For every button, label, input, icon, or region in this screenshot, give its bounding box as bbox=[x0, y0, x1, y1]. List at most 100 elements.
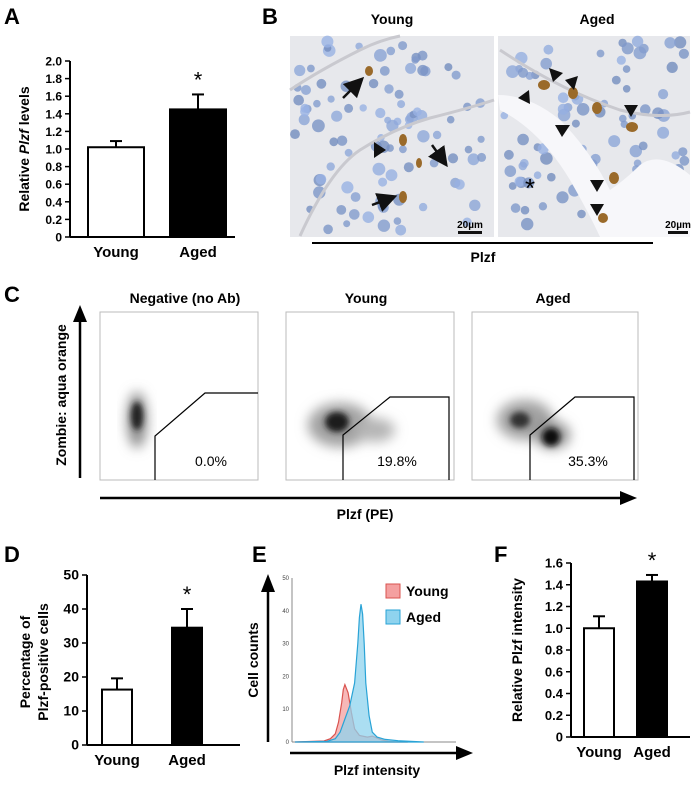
panel-e-xlabel: Plzf intensity bbox=[334, 762, 421, 778]
nucleus bbox=[386, 119, 399, 132]
category-label: Aged bbox=[633, 744, 671, 761]
y-tick-label: 0.8 bbox=[545, 643, 563, 658]
bar-young bbox=[101, 688, 133, 747]
nucleus bbox=[405, 62, 417, 74]
nucleus bbox=[517, 133, 529, 146]
flow-plot-title: Negative (no Ab) bbox=[130, 290, 241, 306]
arrowhead-icon bbox=[518, 90, 530, 104]
nucleus bbox=[477, 135, 485, 143]
nucleus bbox=[377, 219, 391, 232]
nucleus bbox=[556, 191, 569, 204]
nucleus bbox=[412, 107, 422, 117]
nucleus bbox=[557, 92, 569, 103]
flow-plot-aged: Aged 35.3% bbox=[471, 290, 639, 481]
micrograph-stain-label: Plzf bbox=[471, 249, 496, 265]
plzf-positive-cell bbox=[592, 102, 602, 114]
panel-letter-f: F bbox=[494, 542, 507, 567]
y-tick-label: 1.6 bbox=[45, 90, 62, 104]
nucleus bbox=[336, 205, 347, 215]
y-tick-label: 1.4 bbox=[45, 107, 62, 121]
nucleus bbox=[398, 41, 408, 51]
nucleus bbox=[506, 65, 519, 78]
significance-asterisk: * bbox=[183, 582, 192, 607]
flow-xaxis-label: Plzf (PE) bbox=[337, 506, 394, 522]
significance-asterisk: * bbox=[648, 548, 657, 573]
nucleus bbox=[469, 199, 481, 211]
nucleus bbox=[520, 205, 530, 215]
micrograph-panel-b: Young Aged 20µm bbox=[289, 11, 691, 265]
y-tick-label: 1.0 bbox=[45, 143, 62, 157]
nucleus bbox=[517, 67, 529, 78]
nucleus bbox=[616, 55, 626, 65]
nucleus bbox=[444, 63, 453, 72]
nucleus bbox=[315, 174, 327, 185]
legend-label: Aged bbox=[406, 609, 441, 625]
nucleus bbox=[658, 89, 669, 100]
nucleus bbox=[638, 141, 648, 151]
y-tick-label: 40 bbox=[282, 609, 289, 615]
nucleus bbox=[621, 42, 634, 55]
category-label: Young bbox=[93, 244, 139, 261]
bar-aged bbox=[169, 108, 227, 238]
nucleus bbox=[674, 36, 687, 49]
nucleus bbox=[384, 84, 394, 94]
panel-letter-b: B bbox=[262, 4, 278, 29]
nucleus bbox=[619, 114, 627, 123]
nucleus bbox=[543, 44, 554, 55]
y-tick-label: 1.2 bbox=[45, 125, 62, 139]
y-tick-label: 30 bbox=[282, 642, 289, 648]
y-tick-label: 1.6 bbox=[545, 556, 563, 571]
arrowhead-icon bbox=[565, 76, 578, 90]
nucleus bbox=[399, 145, 407, 154]
nucleus bbox=[343, 220, 351, 228]
xaxis-arrow-icon bbox=[456, 746, 473, 760]
legend-label: Young bbox=[406, 583, 449, 599]
nucleus bbox=[451, 70, 461, 80]
gate-percent: 0.0% bbox=[195, 453, 227, 469]
flow-plot-young: Young 19.8% bbox=[285, 290, 455, 481]
arrowhead-icon bbox=[374, 142, 386, 158]
histogram-aged bbox=[294, 604, 424, 743]
nucleus bbox=[678, 147, 688, 157]
nucleus bbox=[504, 149, 514, 160]
plzf-positive-cell bbox=[598, 213, 608, 223]
scale-bar-young: 20µm bbox=[457, 220, 483, 231]
micrograph-aged-title: Aged bbox=[580, 11, 615, 27]
y-tick-label: 20 bbox=[63, 669, 79, 685]
nucleus bbox=[622, 85, 631, 93]
y-tick-label: 0.2 bbox=[45, 213, 62, 227]
nucleus bbox=[429, 158, 439, 168]
nucleus bbox=[403, 162, 414, 173]
nucleus bbox=[359, 104, 367, 112]
bar-aged bbox=[636, 580, 668, 738]
nucleus bbox=[394, 89, 404, 99]
y-tick-label: 2.0 bbox=[45, 55, 62, 69]
nucleus bbox=[397, 100, 406, 109]
nucleus bbox=[393, 217, 402, 225]
y-tick-label: 1.2 bbox=[545, 599, 563, 614]
arrow-icon bbox=[428, 144, 448, 168]
plzf-positive-cell bbox=[609, 172, 619, 184]
flow-cytometry-panel: Zombie: aqua orange Plzf (PE) Negative (… bbox=[53, 290, 639, 522]
nucleus bbox=[379, 66, 390, 76]
nucleus bbox=[307, 64, 315, 73]
nucleus bbox=[447, 153, 459, 164]
nucleus bbox=[629, 144, 642, 158]
nucleus bbox=[652, 107, 664, 119]
y-tick-label: 0 bbox=[556, 730, 563, 745]
micrograph-aged: * 20µm bbox=[498, 35, 691, 237]
arrowhead-icon bbox=[590, 180, 604, 192]
plzf-positive-cell bbox=[365, 66, 373, 76]
nucleus bbox=[576, 103, 590, 116]
nucleus bbox=[477, 152, 487, 162]
nucleus bbox=[514, 176, 525, 187]
nucleus bbox=[640, 104, 651, 115]
nucleus bbox=[321, 35, 334, 48]
nucleus bbox=[631, 35, 644, 48]
nucleus bbox=[374, 49, 387, 62]
nucleus bbox=[372, 162, 386, 176]
nucleus bbox=[464, 145, 473, 154]
panel-letter-c: C bbox=[4, 282, 20, 307]
nucleus bbox=[350, 192, 361, 202]
plzf-positive-cell bbox=[416, 158, 422, 168]
